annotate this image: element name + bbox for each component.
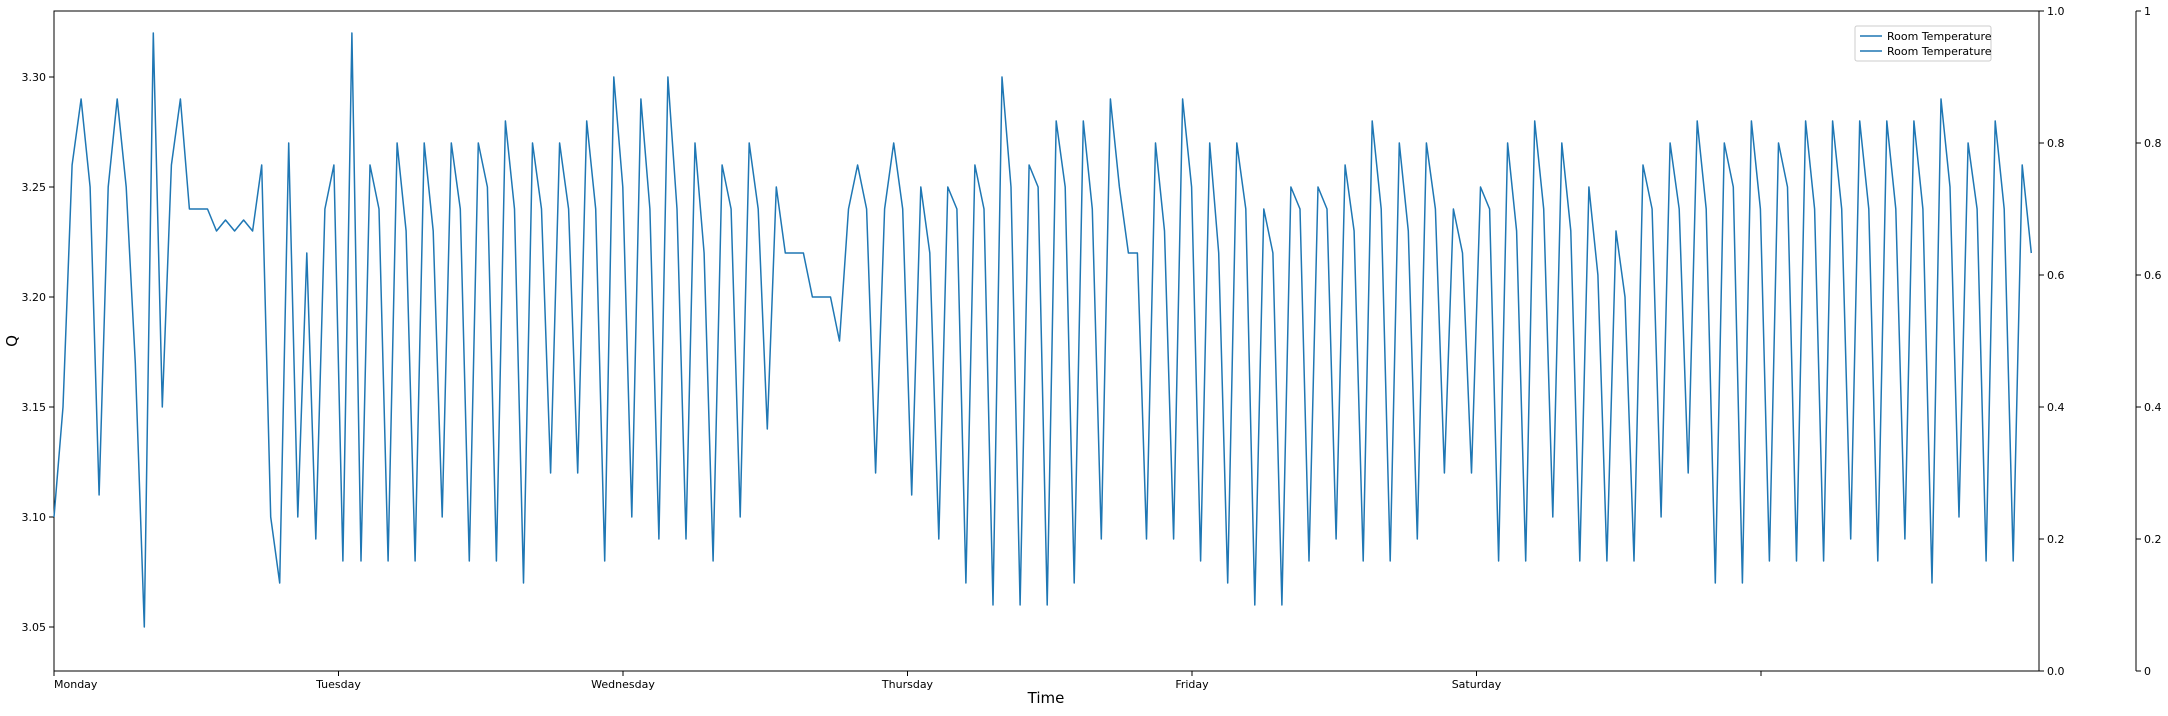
legend-box — [1854, 25, 1992, 62]
x-tick-label: Monday — [54, 678, 98, 691]
legend-label: Room Temperature — [1887, 30, 1992, 43]
x-tick-label: Thursday — [881, 678, 934, 691]
y3-tick-label: 0.8 — [2144, 137, 2162, 150]
y-tick-label: 3.10 — [22, 511, 47, 524]
tertiary-y-axis-ticks: 0 0.2 0.4 0.6 0.8 1 — [2136, 5, 2162, 678]
y3-tick-label: 0.2 — [2144, 533, 2162, 546]
y2-tick-label: 0.2 — [2047, 533, 2065, 546]
legend: Room Temperature Room Temperature — [1854, 25, 1992, 62]
y2-tick-label: 0.6 — [2047, 269, 2065, 282]
x-tick-label: Friday — [1175, 678, 1209, 691]
y-tick-label: 3.20 — [22, 291, 47, 304]
y2-tick-label: 0.8 — [2047, 137, 2065, 150]
y2-tick-label: 0.0 — [2047, 665, 2065, 678]
plot-area-frame — [53, 10, 2040, 672]
secondary-y-axis-ticks: 0.0 0.2 0.4 0.6 0.8 1.0 — [2039, 5, 2065, 678]
y-axis-title: Q — [3, 335, 21, 347]
y-tick-label: 3.15 — [22, 401, 47, 414]
y-tick-label: 3.05 — [22, 621, 47, 634]
y2-tick-label: 0.4 — [2047, 401, 2065, 414]
x-tick-label: Wednesday — [591, 678, 655, 691]
y-tick-label: 3.25 — [22, 181, 47, 194]
y3-tick-label: 1 — [2144, 5, 2151, 18]
y3-tick-label: 0 — [2144, 665, 2151, 678]
y3-tick-label: 0.6 — [2144, 269, 2162, 282]
x-tick-label: Tuesday — [315, 678, 361, 691]
y-axis-ticks: 3.05 3.10 3.15 3.20 3.25 3.30 — [22, 71, 54, 634]
y-tick-label: 3.30 — [22, 71, 47, 84]
y3-tick-label: 0.4 — [2144, 401, 2162, 414]
series-line-room-temperature — [53, 32, 2033, 628]
y2-tick-label: 1.0 — [2047, 5, 2065, 18]
x-axis-ticks: Monday Tuesday Wednesday Thursday Friday Satu… — [53, 671, 1762, 691]
x-tick-label: Saturday — [1452, 678, 1502, 691]
legend-label: Room Temperature — [1887, 45, 1992, 58]
x-axis-title: Time — [1027, 689, 1065, 707]
